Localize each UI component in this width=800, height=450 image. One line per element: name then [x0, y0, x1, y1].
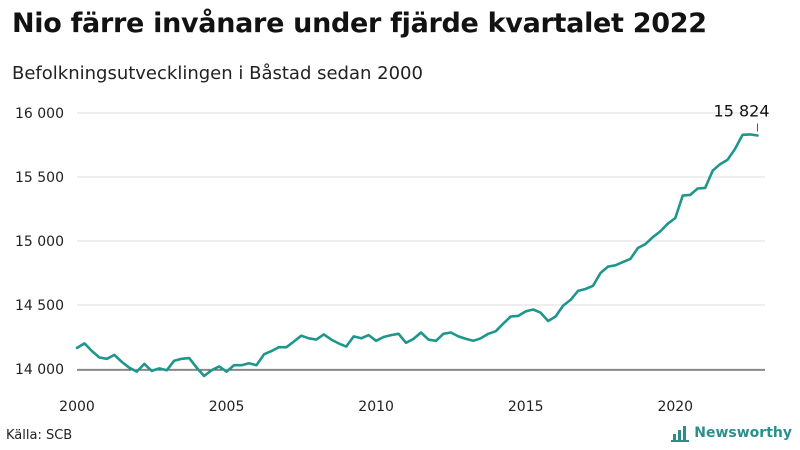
last-value-label: 15 824 — [714, 102, 770, 121]
y-tick-label: 14 000 — [15, 362, 64, 378]
x-tick-label: 2020 — [657, 399, 693, 415]
x-tick-label: 2010 — [358, 399, 394, 415]
population-line — [75, 133, 759, 378]
chart-subtitle: Befolkningsutvecklingen i Båstad sedan 2… — [12, 63, 423, 84]
y-tick-label: 16 000 — [15, 106, 64, 122]
newsworthy-logo: Newsworthy — [671, 424, 792, 442]
y-tick-label: 15 000 — [15, 234, 64, 250]
chart-title: Nio färre invånare under fjärde kvartale… — [12, 8, 707, 39]
brand-name: Newsworthy — [694, 425, 792, 441]
y-tick-label: 14 500 — [15, 298, 64, 314]
x-tick-label: 2000 — [59, 399, 95, 415]
y-tick-label: 15 500 — [15, 170, 64, 186]
bar-chart-icon — [671, 424, 690, 442]
x-tick-label: 2005 — [209, 399, 245, 415]
source-note: Källa: SCB — [6, 428, 73, 443]
x-tick-label: 2015 — [508, 399, 544, 415]
